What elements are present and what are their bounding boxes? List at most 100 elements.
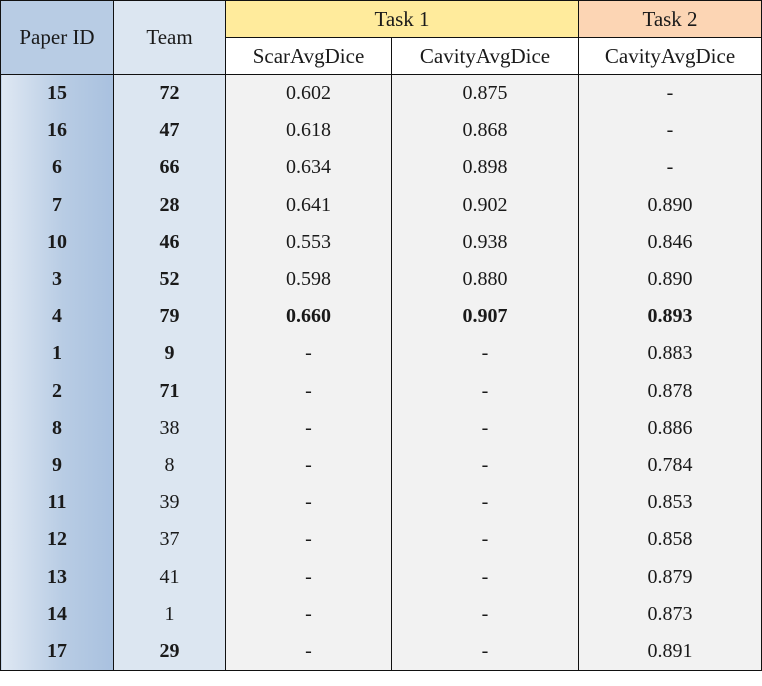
cell-task2-cavity-avg-dice: 0.873 [578,595,762,633]
cell-task2-cavity-avg-dice: - [578,74,762,113]
cell-task1-scar-avg-dice: - [225,484,392,522]
cell-paper-id: 10 [0,223,114,261]
cell-task1-scar-avg-dice: - [225,558,392,596]
cell-task1-scar-avg-dice: - [225,521,392,559]
cell-team: 79 [113,298,226,336]
cell-paper-id: 16 [0,112,114,150]
cell-team: 8 [113,446,226,485]
cell-task1-scar-avg-dice: 0.641 [225,186,392,224]
cell-task1-cavity-avg-dice: - [390,632,580,671]
cell-task2-cavity-avg-dice: 0.784 [578,446,762,485]
table-row: 15 72 0.602 0.875- [0,74,762,113]
cell-task2-cavity-avg-dice: 0.878 [578,372,762,410]
cell-paper-id: 2 [0,372,114,410]
cell-task2-cavity-avg-dice: 0.853 [578,484,762,522]
cell-team: 47 [113,112,226,150]
cell-task1-cavity-avg-dice: 0.875 [390,74,580,113]
cell-task2-cavity-avg-dice: 0.891 [578,632,762,671]
header-task1-cavity-avg-dice: CavityAvgDice [390,37,580,75]
cell-team: 71 [113,372,226,410]
cell-task1-cavity-avg-dice: - [390,409,580,447]
cell-task2-cavity-avg-dice: - [578,149,762,187]
cell-team: 9 [113,335,226,373]
cell-task1-cavity-avg-dice: 0.898 [390,149,580,187]
cell-task1-cavity-avg-dice: - [390,446,580,485]
cell-task1-scar-avg-dice: - [225,632,392,671]
header-team: Team [113,0,226,75]
header-scar-avg-dice: ScarAvgDice [225,37,392,75]
results-table: Paper ID Team Task 1 Task 2 ScarAvgDice … [0,0,762,671]
table-body: 15 72 0.602 0.875-16 47 0.618 0.868-6 66 0.634 0.… [0,74,762,671]
cell-team: 46 [113,223,226,261]
cell-team: 52 [113,260,226,299]
cell-paper-id: 4 [0,298,114,336]
cell-paper-id: 3 [0,260,114,299]
table-row: 9 8- -0.784 [0,446,762,485]
cell-task2-cavity-avg-dice: 0.858 [578,521,762,559]
cell-task2-cavity-avg-dice: 0.883 [578,335,762,373]
cell-paper-id: 11 [0,484,114,522]
cell-paper-id: 17 [0,632,114,671]
cell-task1-cavity-avg-dice: - [390,484,580,522]
cell-task1-scar-avg-dice: 0.598 [225,260,392,299]
cell-task1-scar-avg-dice: 0.634 [225,149,392,187]
cell-task1-cavity-avg-dice: - [390,595,580,633]
cell-task1-scar-avg-dice: 0.553 [225,223,392,261]
cell-task1-cavity-avg-dice: - [390,521,580,559]
cell-team: 39 [113,484,226,522]
cell-paper-id: 8 [0,409,114,447]
table-row: 6 66 0.634 0.898- [0,149,762,187]
cell-task1-cavity-avg-dice: - [390,335,580,373]
cell-task1-scar-avg-dice: 0.618 [225,112,392,150]
cell-team: 41 [113,558,226,596]
table-row: 2 71- -0.878 [0,372,762,410]
table-row: 11 39- -0.853 [0,484,762,522]
cell-task1-scar-avg-dice: - [225,372,392,410]
cell-team: 29 [113,632,226,671]
cell-paper-id: 7 [0,186,114,224]
cell-paper-id: 9 [0,446,114,485]
cell-paper-id: 14 [0,595,114,633]
cell-team: 66 [113,149,226,187]
cell-task2-cavity-avg-dice: 0.893 [578,298,762,336]
cell-task1-cavity-avg-dice: 0.907 [390,298,580,336]
cell-task1-scar-avg-dice: 0.602 [225,74,392,113]
table-row: 3 52 0.598 0.880 0.890 [0,260,762,299]
cell-paper-id: 15 [0,74,114,113]
table-header: Paper ID Team Task 1 Task 2 ScarAvgDice … [0,0,762,75]
cell-task1-scar-avg-dice: - [225,409,392,447]
table-row: 14 1- -0.873 [0,595,762,633]
header-task2-cavity-avg-dice: CavityAvgDice [578,37,762,75]
cell-team: 1 [113,595,226,633]
cell-task2-cavity-avg-dice: 0.890 [578,186,762,224]
table-row: 13 41- -0.879 [0,558,762,596]
table-row: 8 38- -0.886 [0,409,762,447]
cell-task1-scar-avg-dice: - [225,595,392,633]
cell-task1-cavity-avg-dice: 0.938 [390,223,580,261]
cell-task1-cavity-avg-dice: - [390,372,580,410]
cell-task1-cavity-avg-dice: 0.880 [390,260,580,299]
table-row: 17 29- -0.891 [0,632,762,671]
cell-task1-scar-avg-dice: - [225,335,392,373]
table-row: 10 46 0.553 0.938 0.846 [0,223,762,261]
table-row: 16 47 0.618 0.868- [0,112,762,150]
cell-task1-scar-avg-dice: - [225,446,392,485]
cell-team: 28 [113,186,226,224]
cell-task2-cavity-avg-dice: 0.886 [578,409,762,447]
table-row: 7 28 0.641 0.902 0.890 [0,186,762,224]
cell-task1-cavity-avg-dice: 0.902 [390,186,580,224]
cell-paper-id: 13 [0,558,114,596]
cell-team: 72 [113,74,226,113]
cell-paper-id: 12 [0,521,114,559]
header-task-1: Task 1 [224,0,580,38]
cell-team: 38 [113,409,226,447]
table-row: 12 37- -0.858 [0,521,762,559]
cell-team: 37 [113,521,226,559]
cell-task1-scar-avg-dice: 0.660 [225,298,392,336]
table-row: 4 79 0.660 0.907 0.893 [0,298,762,336]
cell-paper-id: 1 [0,335,114,373]
cell-paper-id: 6 [0,149,114,187]
table-row: 1 9- -0.883 [0,335,762,373]
cell-task1-cavity-avg-dice: - [390,558,580,596]
cell-task2-cavity-avg-dice: 0.890 [578,260,762,299]
